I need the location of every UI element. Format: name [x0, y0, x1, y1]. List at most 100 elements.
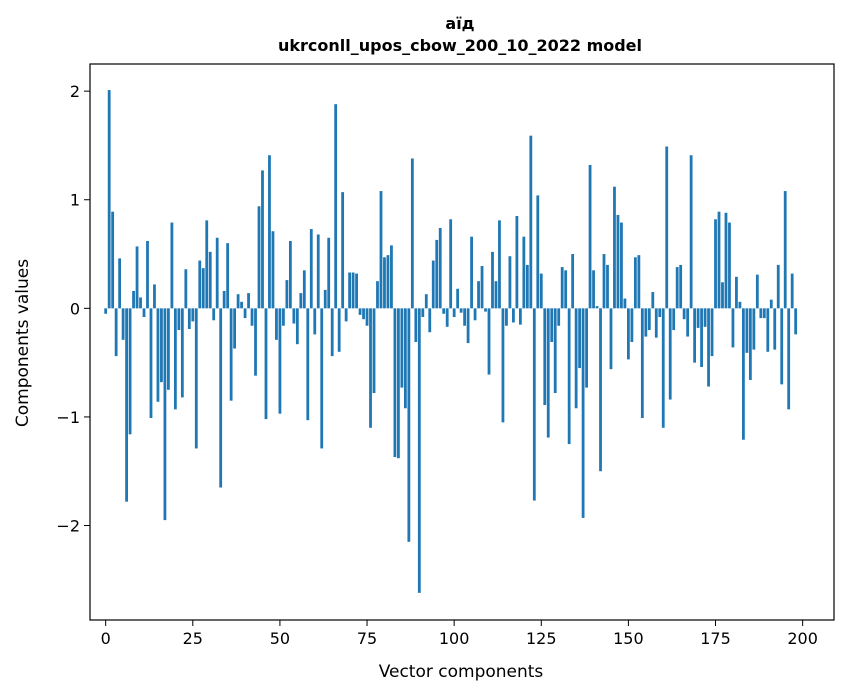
bar — [532, 308, 536, 501]
bar — [160, 308, 163, 383]
bar — [337, 308, 341, 352]
bar — [208, 251, 212, 309]
bar — [707, 308, 710, 387]
bar — [567, 308, 571, 445]
bar — [254, 308, 257, 376]
y-tick-label: 1 — [70, 191, 80, 210]
bar — [581, 308, 585, 518]
bar — [288, 241, 292, 309]
bar — [661, 308, 665, 428]
bar — [125, 308, 128, 502]
bar — [790, 273, 794, 309]
bar — [442, 308, 446, 314]
bar — [379, 191, 383, 309]
bar — [599, 308, 602, 472]
bar — [257, 206, 261, 309]
bar — [616, 214, 620, 309]
bar — [710, 308, 714, 357]
bar — [501, 308, 505, 423]
y-axis-label: Components values — [13, 259, 33, 427]
bar — [473, 308, 477, 321]
bar — [644, 308, 648, 337]
bar — [780, 308, 784, 385]
bar — [156, 308, 160, 402]
bar — [574, 308, 578, 409]
bar — [421, 308, 425, 318]
bar — [755, 274, 759, 309]
bar — [358, 308, 362, 315]
y-tick-label: 0 — [70, 299, 80, 318]
bar — [163, 308, 167, 521]
bar — [167, 308, 170, 390]
bar — [682, 308, 686, 320]
bar — [606, 264, 609, 309]
bar — [717, 211, 721, 309]
bar — [536, 195, 540, 309]
y-tick-label: −1 — [56, 408, 80, 427]
bar — [142, 308, 146, 318]
bar — [299, 293, 303, 309]
bar — [452, 308, 456, 318]
bar — [247, 293, 250, 309]
bar — [783, 191, 787, 309]
bar — [184, 269, 188, 309]
x-axis-ticks: 0 25 50 75 100 125 150 175 200 — [101, 620, 818, 648]
bar — [362, 308, 365, 320]
bar — [693, 308, 696, 363]
bar — [233, 308, 237, 349]
bar — [539, 273, 543, 309]
bar — [285, 280, 289, 309]
bar — [153, 284, 156, 309]
bar — [491, 251, 494, 309]
bar — [512, 308, 515, 323]
bar — [651, 292, 655, 309]
bar — [403, 308, 407, 409]
bar — [794, 308, 798, 335]
bar — [449, 219, 453, 309]
x-tick-label: 75 — [357, 629, 377, 648]
bar — [714, 219, 717, 309]
bar — [240, 301, 243, 309]
bar — [776, 264, 780, 309]
bar — [330, 308, 334, 357]
bar — [557, 308, 561, 326]
bar — [236, 294, 240, 309]
bar — [118, 258, 122, 309]
bar — [334, 104, 338, 309]
bar — [372, 308, 376, 394]
bar — [752, 308, 756, 350]
bar — [414, 308, 418, 342]
bar — [640, 308, 644, 419]
bar — [410, 158, 414, 309]
bar — [735, 276, 738, 309]
bar — [745, 308, 749, 353]
bar — [278, 308, 282, 414]
bar — [107, 90, 111, 309]
bar — [355, 273, 358, 309]
bar — [672, 308, 676, 331]
bar — [484, 308, 487, 312]
bar — [302, 270, 306, 309]
bar — [376, 281, 379, 309]
bar — [139, 297, 142, 309]
bar — [323, 289, 327, 309]
bar — [191, 308, 195, 322]
bar — [658, 308, 662, 318]
bar — [592, 270, 595, 309]
bar — [397, 308, 400, 459]
bar — [773, 308, 777, 350]
chart-title: аїд — [445, 14, 474, 33]
bar — [275, 308, 278, 340]
bar — [306, 308, 310, 421]
bar — [518, 308, 522, 325]
bar — [177, 308, 181, 331]
bar — [341, 192, 345, 309]
bar — [689, 155, 693, 309]
bar — [647, 308, 651, 331]
bar — [198, 260, 202, 309]
bar — [529, 135, 533, 309]
bar — [623, 298, 627, 309]
bar — [121, 308, 125, 340]
bars-group — [104, 90, 798, 593]
bar — [480, 265, 484, 309]
